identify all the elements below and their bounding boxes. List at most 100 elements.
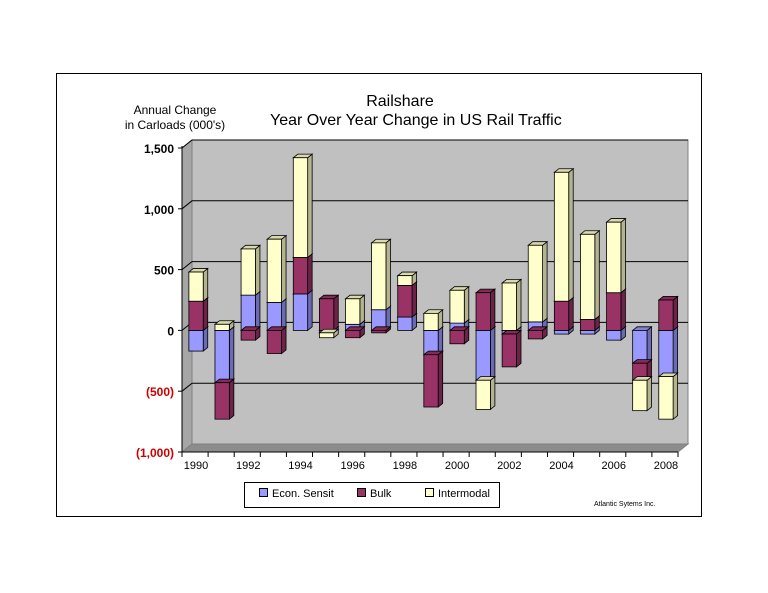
bar-econ-sensit-1994-side	[307, 289, 313, 332]
y-axis-label: Annual Change in Carloads (000's)	[124, 103, 226, 132]
bar-intermodal-1992-side	[255, 244, 261, 296]
legend-item: Intermodal	[425, 488, 490, 501]
bar-intermodal-1998	[397, 275, 413, 286]
credit-text: Atlantic Sytems Inc.	[594, 501, 656, 508]
bar-intermodal-2005-side	[594, 229, 600, 321]
bar-econ-sensit-2001-side	[489, 325, 496, 382]
bar-bulk-2004	[553, 300, 570, 331]
bar-bulk-2000	[449, 329, 465, 345]
bar-intermodal-2005	[580, 233, 596, 320]
bar-bulk-1997	[371, 329, 387, 334]
bar-intermodal-2007-side	[646, 375, 652, 412]
bar-bulk-1991	[214, 382, 230, 420]
bar-bulk-2006	[606, 292, 622, 331]
x-tick-label: 1994	[288, 460, 312, 472]
y-tick-label: (500)	[146, 385, 174, 399]
bar-intermodal-2003-side	[542, 240, 548, 323]
bar-bulk-1990-side	[202, 296, 209, 332]
bar-econ-sensit-1990	[188, 329, 204, 352]
bar-econ-sensit-1993	[266, 302, 282, 331]
bar-bulk-1996	[345, 329, 361, 339]
bar-intermodal-1993	[266, 238, 282, 303]
bar-intermodal-2001-side	[489, 375, 496, 411]
bar-bulk-2005	[580, 319, 596, 331]
bar-bulk-2008	[658, 299, 674, 331]
y-tick-label: 500	[154, 264, 174, 278]
bar-econ-sensit-2008-side	[672, 325, 679, 378]
x-tick-label: 1990	[184, 460, 208, 472]
bar-econ-sensit-2001	[475, 329, 491, 381]
bar-bulk-1993-side	[281, 325, 287, 355]
x-tick-label: 1998	[393, 460, 417, 472]
gridline	[181, 382, 688, 392]
x-tick-label: 2000	[445, 460, 469, 472]
bar-bulk-2008-side	[672, 295, 679, 332]
bar-intermodal-2000	[449, 289, 465, 324]
x-tick-label: 1996	[340, 460, 364, 472]
legend-item: Bulk	[357, 488, 391, 501]
bar-bulk-2001	[475, 292, 491, 331]
bar-econ-sensit-1992	[240, 294, 256, 331]
bar-intermodal-2004-side	[568, 167, 574, 303]
bar-intermodal-1997	[371, 242, 387, 311]
x-tick-label: 2004	[549, 460, 573, 472]
bar-intermodal-2000-side	[463, 285, 470, 324]
bar-intermodal-1997-side	[385, 238, 391, 311]
bar-intermodal-2006	[606, 221, 622, 294]
y-tick-label: 0	[167, 324, 174, 338]
bar-intermodal-1990	[188, 271, 204, 302]
bar-bulk-1991-side	[228, 378, 235, 421]
legend-label: Intermodal	[438, 488, 490, 500]
x-tick-label: 1992	[236, 460, 260, 472]
legend-label: Econ. Sensit	[272, 488, 334, 500]
bar-intermodal-1991	[214, 323, 230, 331]
legend-item: Econ. Sensit	[259, 488, 334, 501]
y-tick-label: 1,500	[144, 142, 174, 156]
chart-title-main: Railshare	[366, 93, 434, 110]
bar-econ-sensit-1991	[214, 329, 230, 384]
bar-econ-sensit-2006	[606, 329, 622, 341]
bar-econ-sensit-1990-side	[202, 325, 209, 352]
bar-bulk-1995-side	[333, 294, 339, 332]
bar-intermodal-1994-side	[307, 153, 313, 259]
bar-bulk-2004-side	[568, 296, 574, 332]
bar-econ-sensit-1994	[292, 293, 309, 331]
bar-intermodal-2002-side	[516, 278, 522, 332]
bar-econ-sensit-1993-side	[281, 297, 287, 332]
x-tick-label: 2002	[497, 460, 521, 472]
bar-intermodal-1996-side	[359, 294, 365, 326]
bar-intermodal-1995	[318, 332, 335, 339]
legend-swatch	[357, 488, 366, 497]
gridline	[181, 200, 688, 210]
y-tick-label: (1,000)	[136, 446, 174, 460]
bar-bulk-2006-side	[620, 288, 626, 332]
bar-intermodal-1990-side	[202, 267, 209, 303]
chart-legend: Econ. Sensit Bulk Intermodal	[244, 482, 500, 508]
bar-econ-sensit-1999-side	[437, 325, 444, 356]
bar-intermodal-2007	[632, 379, 648, 412]
bar-intermodal-2003	[527, 244, 544, 323]
bar-econ-sensit-2008	[658, 329, 674, 378]
bar-econ-sensit-1998	[397, 316, 413, 331]
y-tick-label: 1,000	[144, 203, 174, 217]
plot-floor	[180, 443, 690, 453]
bar-bulk-1998-side	[411, 280, 417, 318]
x-tick-label: 2006	[601, 460, 625, 472]
bar-intermodal-1999	[423, 312, 439, 331]
bar-bulk-1999	[423, 354, 439, 408]
bar-intermodal-2001	[475, 379, 491, 410]
bar-econ-sensit-2004	[553, 329, 570, 335]
legend-swatch	[425, 488, 434, 497]
bar-intermodal-2004	[553, 171, 570, 302]
gridline	[181, 139, 688, 149]
chart-title: Railshare Year Over Year Change in US Ra…	[270, 92, 562, 130]
bar-intermodal-2006-side	[620, 217, 626, 294]
gridline	[181, 261, 688, 270]
bar-bulk-1994-side	[307, 253, 313, 295]
bar-bulk-1998	[397, 285, 413, 318]
bar-econ-sensit-2005	[580, 329, 596, 335]
legend-label: Bulk	[370, 488, 392, 500]
bar-econ-sensit-2007-side	[646, 325, 652, 365]
bar-bulk-1995	[318, 298, 335, 331]
